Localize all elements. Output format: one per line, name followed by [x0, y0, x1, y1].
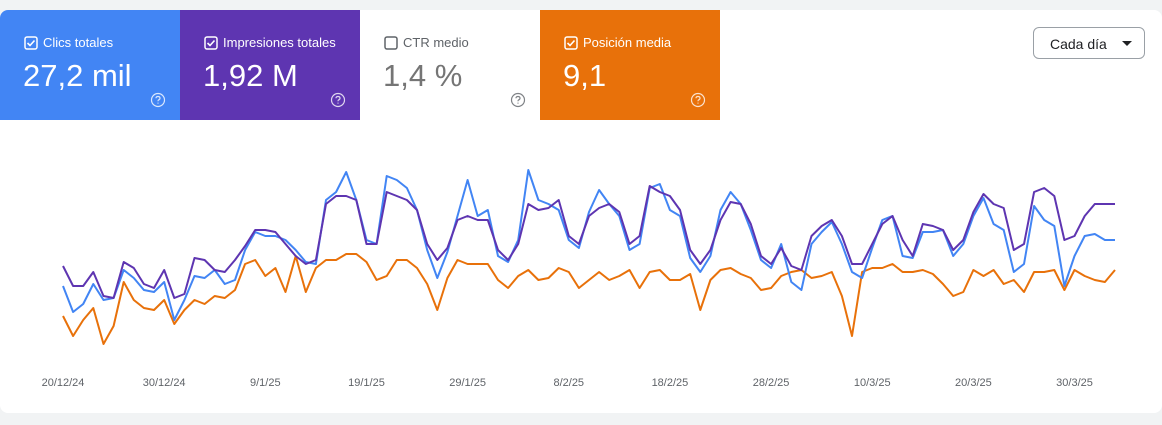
help-glyph [335, 95, 341, 104]
help-icon [330, 92, 346, 108]
help-circle [330, 92, 346, 108]
help-glyph [515, 95, 521, 104]
metric-label: Impresiones totales [223, 35, 336, 50]
chart: 20/12/24 30/12/24 9/1/25 19/1/25 29/1/25 8/2/… [42, 169, 1116, 389]
dropdown-label: Cada día [1050, 36, 1107, 52]
help-circle [150, 92, 166, 108]
x-tick-label: 30/12/24 [143, 377, 186, 389]
series-line [62, 185, 1115, 299]
metric-card[interactable]: Posición media 9,1 [540, 10, 720, 120]
granularity-dropdown[interactable]: Cada día [1033, 27, 1145, 59]
x-tick-label: 18/2/25 [652, 377, 689, 389]
checkbox-box [384, 36, 398, 50]
checkbox [384, 36, 398, 50]
metric-value: 1,92 M [203, 58, 298, 93]
help-circle [690, 92, 706, 108]
performance-panel: 20/12/24 30/12/24 9/1/25 19/1/25 29/1/25 8/2/… [0, 10, 1162, 413]
checkmark [566, 39, 576, 47]
metric-value: 27,2 mil [23, 58, 132, 93]
x-tick-label: 30/3/25 [1056, 377, 1093, 389]
help-icon [150, 92, 166, 108]
metric-value: 9,1 [563, 58, 607, 93]
dropdown-arrow [1122, 41, 1132, 46]
checkmark [206, 39, 216, 47]
help-icon [510, 92, 526, 108]
checkbox-box [564, 36, 578, 50]
metric-value: 1,4 % [383, 58, 463, 93]
checkbox-box [24, 36, 38, 50]
series-line [62, 169, 1115, 321]
metric-label: CTR medio [403, 35, 469, 50]
help-glyph [695, 95, 701, 104]
x-tick-label: 10/3/25 [854, 377, 891, 389]
help-glyph [155, 95, 161, 104]
x-tick-label: 29/1/25 [449, 377, 486, 389]
checkbox [24, 36, 38, 50]
checkmark [26, 39, 36, 47]
metric-label: Clics totales [43, 35, 114, 50]
metric-card[interactable]: Clics totales 27,2 mil [0, 10, 180, 120]
x-tick-label: 20/12/24 [42, 377, 85, 389]
x-tick-label: 9/1/25 [250, 377, 281, 389]
checkbox [564, 36, 578, 50]
help-icon [690, 92, 706, 108]
checkbox [204, 36, 218, 50]
x-tick-label: 8/2/25 [553, 377, 584, 389]
metric-label: Posición media [583, 35, 672, 50]
metric-card[interactable]: CTR medio 1,4 % [360, 10, 540, 120]
x-tick-label: 28/2/25 [753, 377, 790, 389]
series-line [62, 253, 1116, 345]
checkbox-box [204, 36, 218, 50]
metric-card[interactable]: Impresiones totales 1,92 M [180, 10, 360, 120]
help-circle [510, 92, 526, 108]
x-tick-label: 20/3/25 [955, 377, 992, 389]
x-tick-label: 19/1/25 [348, 377, 385, 389]
